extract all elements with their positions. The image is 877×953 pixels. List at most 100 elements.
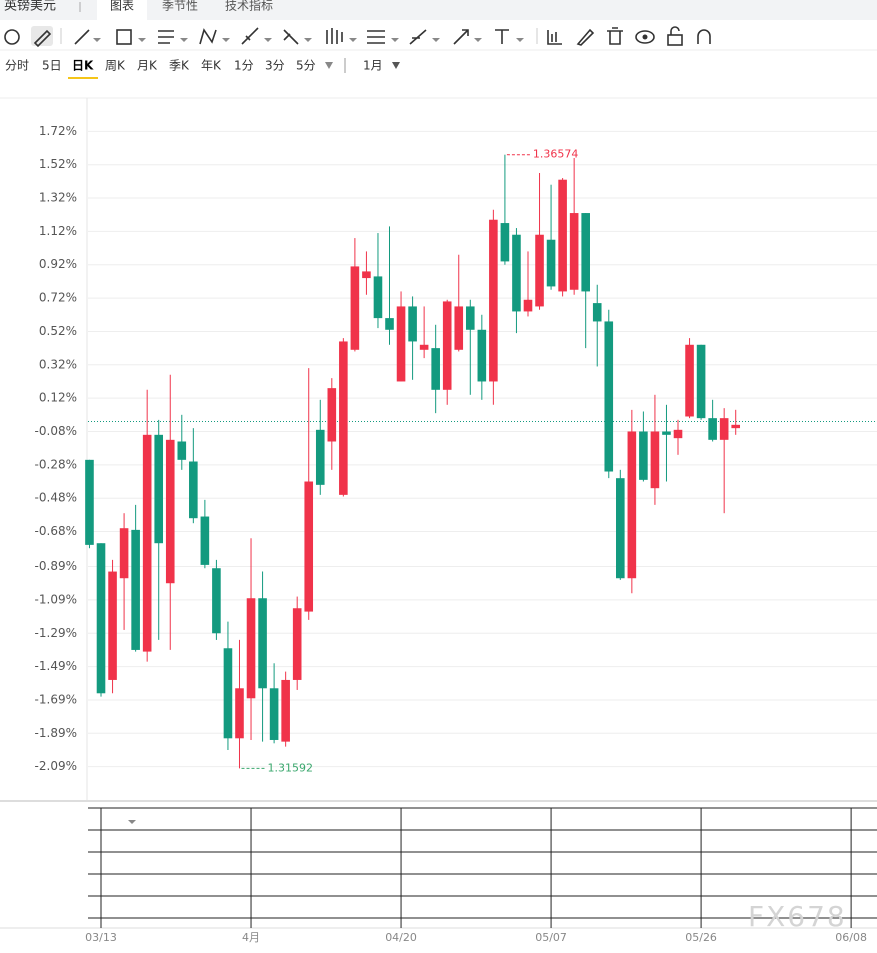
tool-icon[interactable] bbox=[283, 29, 299, 45]
y-tick-label: 0.72% bbox=[39, 291, 77, 305]
candle-body bbox=[408, 306, 417, 342]
x-tick-label: 05/26 bbox=[685, 931, 717, 944]
dropdown[interactable] bbox=[304, 38, 312, 42]
tool-icon[interactable] bbox=[576, 28, 595, 46]
tab[interactable]: 技术指标 bbox=[225, 0, 273, 13]
candle-body bbox=[581, 213, 590, 292]
tool-icon[interactable] bbox=[116, 29, 132, 45]
y-tick-label: 0.12% bbox=[39, 391, 77, 405]
period-button[interactable]: 日K bbox=[72, 59, 94, 73]
candle-body bbox=[592, 303, 602, 322]
candle-body bbox=[362, 271, 371, 279]
y-tick-label: -0.28% bbox=[35, 457, 77, 471]
x-tick-label: 4月 bbox=[242, 931, 260, 944]
candle-body bbox=[719, 418, 729, 440]
period-button[interactable]: 季K bbox=[169, 59, 190, 73]
dropdown[interactable] bbox=[138, 38, 146, 42]
period-button[interactable]: 年K bbox=[201, 59, 222, 73]
candle-body bbox=[315, 429, 325, 485]
candle-body bbox=[258, 598, 267, 689]
candle-body bbox=[442, 301, 452, 390]
candle-body bbox=[627, 431, 637, 579]
tab[interactable]: 图表 bbox=[110, 0, 134, 13]
dropdown[interactable] bbox=[325, 62, 333, 69]
tool-icon[interactable] bbox=[697, 29, 711, 44]
tool-icon[interactable] bbox=[326, 28, 343, 44]
y-tick-label: -1.69% bbox=[35, 692, 77, 706]
dropdown[interactable] bbox=[391, 38, 399, 42]
period-button[interactable]: 5分 bbox=[296, 59, 316, 73]
candle-body bbox=[708, 418, 717, 440]
tool-icon[interactable] bbox=[667, 34, 683, 46]
candle-body bbox=[212, 568, 221, 634]
candle-body bbox=[673, 429, 683, 439]
period-button[interactable]: 1分 bbox=[234, 59, 254, 73]
tool-icon[interactable] bbox=[199, 28, 217, 45]
candle-body bbox=[189, 461, 198, 519]
candle-body bbox=[685, 344, 694, 417]
y-tick-label: -1.09% bbox=[35, 592, 77, 606]
y-tick-label: 1.52% bbox=[39, 157, 77, 171]
period-button[interactable]: 周K bbox=[105, 59, 126, 73]
watermark: FX678 bbox=[748, 900, 847, 933]
tool-icon[interactable] bbox=[4, 29, 20, 45]
tool-icon[interactable] bbox=[158, 30, 174, 44]
dropdown[interactable] bbox=[222, 38, 230, 42]
candle-body bbox=[731, 424, 741, 429]
dropdown[interactable] bbox=[392, 62, 400, 69]
y-tick-label: -0.68% bbox=[35, 524, 77, 538]
candle-body bbox=[281, 679, 290, 742]
dropdown[interactable] bbox=[264, 38, 272, 42]
period-button[interactable]: 1月 bbox=[363, 59, 383, 73]
tool-icon[interactable] bbox=[635, 30, 655, 44]
candle-body bbox=[662, 431, 671, 435]
dropdown[interactable] bbox=[349, 38, 357, 42]
candle-body bbox=[165, 439, 175, 584]
indicator-panel bbox=[88, 807, 877, 919]
tool-icon[interactable] bbox=[607, 27, 623, 45]
y-tick-label: -0.89% bbox=[35, 559, 77, 573]
x-tick-label: 06/08 bbox=[835, 931, 867, 944]
candle-body bbox=[177, 441, 187, 460]
candle-body bbox=[650, 431, 660, 489]
period-button[interactable]: 月K bbox=[137, 59, 158, 73]
dropdown[interactable] bbox=[128, 820, 136, 824]
dropdown[interactable] bbox=[474, 38, 482, 42]
candle-body bbox=[119, 528, 129, 579]
tool-icon[interactable] bbox=[33, 29, 52, 48]
tool-icon[interactable] bbox=[241, 27, 259, 45]
candle-body bbox=[269, 688, 279, 740]
candle-body bbox=[523, 299, 533, 312]
period-button[interactable]: 分时 bbox=[5, 59, 29, 73]
extreme-label: 1.31592 bbox=[267, 761, 313, 774]
tool-icon[interactable] bbox=[547, 30, 562, 45]
tab[interactable]: 季节性 bbox=[162, 0, 198, 13]
y-tick-label: 0.92% bbox=[39, 257, 77, 271]
period-button[interactable]: 3分 bbox=[265, 59, 285, 73]
candle-body bbox=[339, 341, 348, 495]
candle-body bbox=[489, 219, 498, 382]
candle-body bbox=[569, 213, 579, 290]
dropdown[interactable] bbox=[180, 38, 188, 42]
dropdown[interactable] bbox=[93, 38, 101, 42]
period-button[interactable]: 5日 bbox=[42, 59, 62, 73]
candle-body bbox=[373, 276, 383, 319]
candle-body bbox=[235, 688, 244, 739]
tool-icon[interactable] bbox=[74, 29, 90, 45]
tab-active[interactable] bbox=[97, 0, 147, 20]
dropdown[interactable] bbox=[432, 38, 440, 42]
tool-icon[interactable] bbox=[495, 29, 509, 44]
y-tick-label: 1.32% bbox=[39, 191, 77, 205]
tool-icon[interactable] bbox=[367, 30, 385, 44]
candle-body bbox=[604, 321, 614, 472]
candle-body bbox=[396, 306, 406, 382]
candle-body bbox=[431, 348, 440, 390]
candle-body bbox=[696, 344, 706, 419]
y-tick-label: 1.72% bbox=[39, 124, 77, 138]
tool-icon[interactable] bbox=[453, 29, 469, 45]
candle-body bbox=[131, 529, 140, 650]
candle-body bbox=[639, 431, 648, 480]
x-tick-label: 05/07 bbox=[535, 931, 567, 944]
tool-icon[interactable] bbox=[409, 29, 427, 45]
dropdown[interactable] bbox=[516, 38, 524, 42]
